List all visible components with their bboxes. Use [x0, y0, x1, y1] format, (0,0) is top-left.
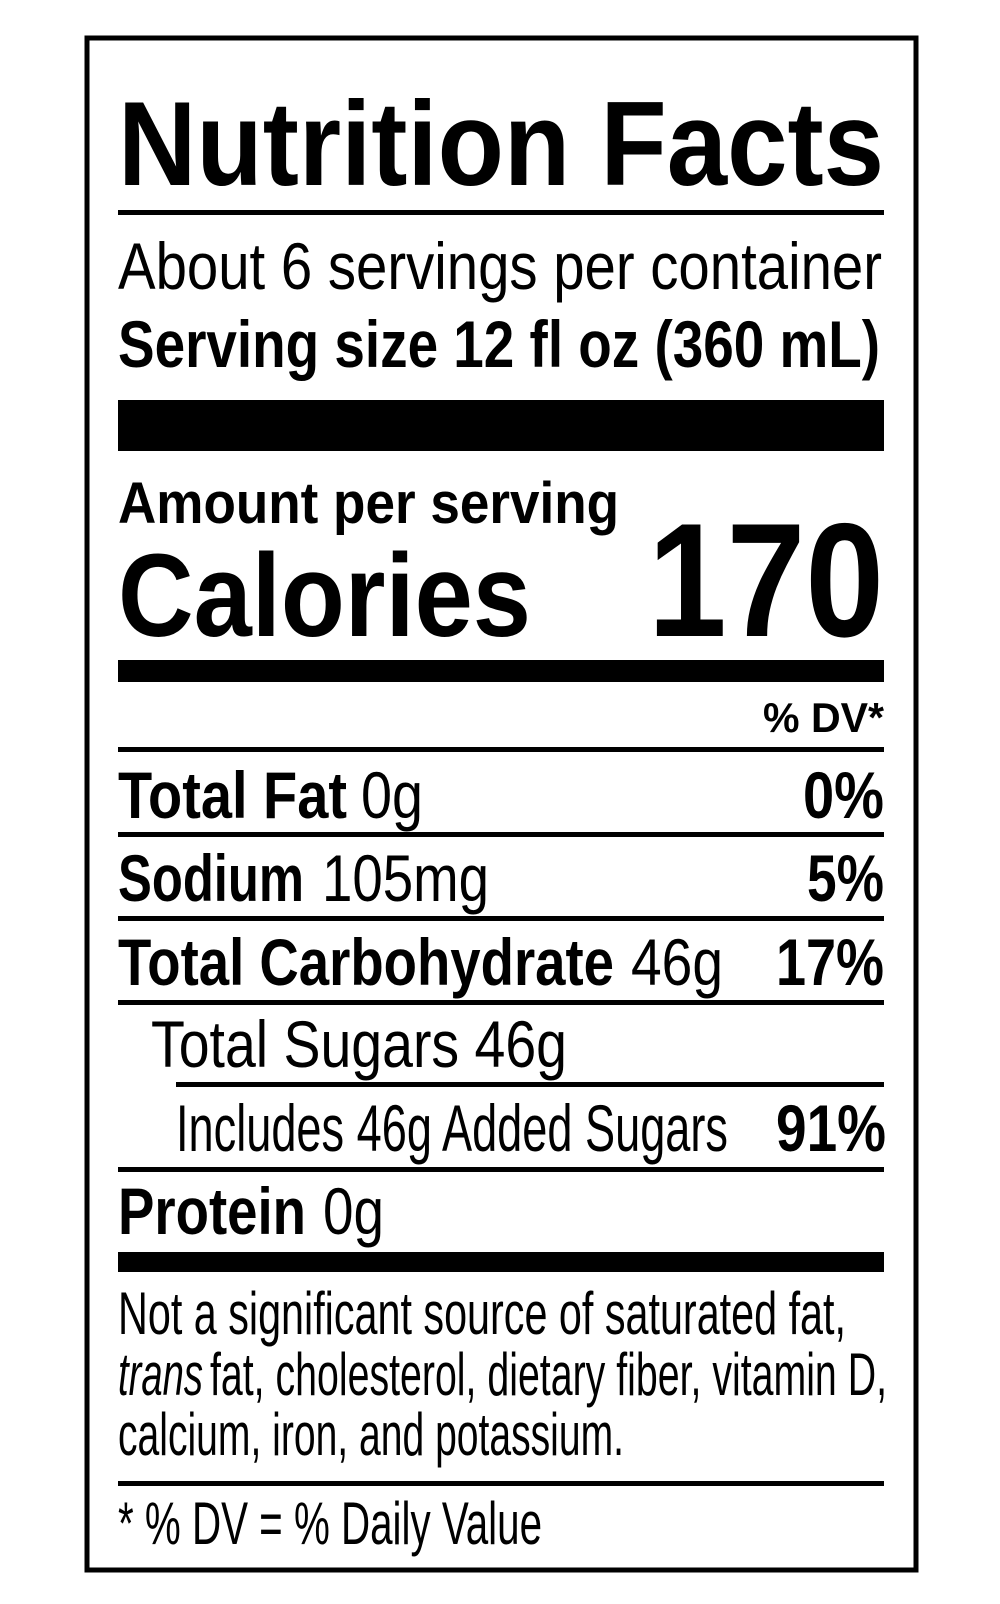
border [84, 35, 919, 1573]
nutrient-name: Protein [118, 1174, 306, 1248]
nutrient-row: Total Carbohydrate 46g [118, 925, 723, 999]
footnote-text: fat, cholesterol, dietary fiber, vitamin… [210, 1341, 887, 1408]
nutrient-name: Total Fat [118, 758, 347, 832]
nutrient-amount: 105mg [322, 841, 489, 915]
thick-bar [118, 400, 884, 451]
nutrient-amount: 0g [361, 758, 423, 832]
dv-note: * % DV = % Daily Value [118, 1490, 542, 1557]
nutrient-dv: 17% [776, 925, 884, 999]
nutrient-name: Sodium [118, 841, 304, 915]
footnote-italic: trans [118, 1341, 203, 1408]
nutrient-name: Total Carbohydrate [118, 925, 614, 999]
servings: About 6 servings per container [118, 229, 882, 303]
rule [176, 1082, 884, 1087]
nutrient-name: Includes 46g Added Sugars [176, 1091, 728, 1165]
nutrient-name: Total Sugars 46g [151, 1007, 567, 1081]
footnote-line: calcium, iron, and potassium. [118, 1401, 624, 1468]
nutrient-dv: 91% [776, 1091, 886, 1165]
rule [118, 747, 884, 752]
serving-size: Serving size 12 fl oz (360 mL) [118, 307, 880, 381]
rule [118, 1167, 884, 1172]
nutrient-row: Protein 0g [118, 1174, 384, 1248]
amount-heading: Amount per serving [118, 471, 619, 536]
footnote-line: Not a significant source of saturated fa… [118, 1280, 846, 1347]
nutrient-amount: 0g [323, 1174, 384, 1248]
rule [118, 832, 884, 837]
nutrient-amount: 46g [631, 925, 723, 999]
calories-value: 170 [648, 490, 884, 671]
rule [118, 1481, 884, 1486]
thick-rule [118, 660, 884, 682]
title: Nutrition Facts [118, 77, 884, 211]
dv-header: % DV* [763, 694, 885, 741]
footnote-line: trans fat, cholesterol, dietary fiber, vi… [118, 1341, 887, 1408]
nutrient-dv: 5% [807, 841, 884, 915]
nutrient-dv: 0% [803, 758, 884, 832]
nutrient-row: Total Fat 0g [118, 758, 423, 832]
rule [118, 1000, 884, 1005]
rule [118, 210, 884, 215]
nutrient-row: Sodium 105mg [118, 841, 489, 915]
calories-label: Calories [118, 530, 531, 662]
rule [118, 916, 884, 921]
thick-rule [118, 1252, 884, 1272]
